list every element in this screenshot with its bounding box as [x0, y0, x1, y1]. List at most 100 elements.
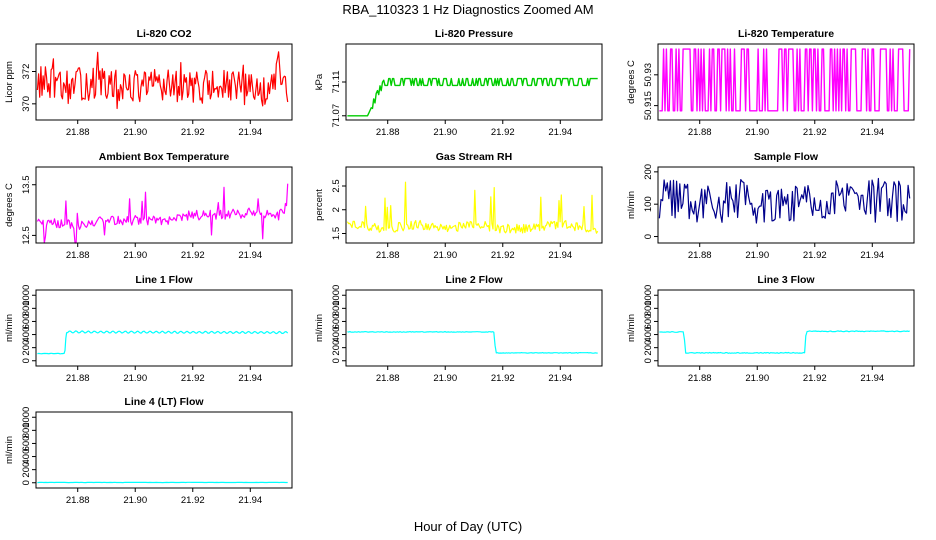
x-tick-label: 21.94 [238, 127, 262, 138]
series-line [346, 181, 599, 234]
panel-7: Line 1 Flow 21.88 21.90 21.92 21.94 0 20040060… [4, 274, 293, 384]
panel-10: Line 4 (LT) Flow 21.88 21.90 21.92 21.94 0 200… [4, 396, 293, 506]
x-tick-label: 21.88 [376, 127, 400, 138]
y-tick-label: 71.11 [331, 70, 342, 93]
y-axis-label: ml/min [4, 436, 15, 464]
plot-frame [345, 289, 603, 367]
x-tick-label: 21.92 [803, 373, 827, 384]
y-tick-label: 400 [643, 327, 654, 343]
plot-frame [35, 411, 293, 489]
x-axis-label: Hour of Day (UTC) [414, 519, 522, 534]
x-tick-label: 21.92 [491, 250, 515, 261]
series-line [347, 77, 598, 117]
y-tick-label: 200 [643, 164, 654, 180]
plot-frame [657, 43, 915, 121]
y-axis-label: Licor ppm [4, 61, 15, 103]
x-tick-label: 21.88 [688, 127, 712, 138]
x-tick-label: 21.94 [238, 495, 262, 506]
x-tick-label: 21.90 [123, 127, 147, 138]
x-tick-label: 21.94 [238, 250, 262, 261]
y-tick-label: 1000 [21, 407, 32, 428]
panel-8: Line 2 Flow 21.88 21.90 21.92 21.94 0 20040060… [314, 274, 603, 384]
y-tick-label: 200 [331, 340, 342, 356]
panel-1: Li-820 CO2 21.88 21.90 21.92 21.94 370 372 Lico… [4, 28, 293, 138]
x-tick-label: 21.94 [860, 250, 884, 261]
series-line [36, 183, 289, 244]
x-tick-label: 21.92 [181, 250, 205, 261]
y-tick-label: 1000 [21, 285, 32, 306]
plot-frame [35, 166, 293, 244]
x-tick-label: 21.94 [860, 373, 884, 384]
plot-frame [35, 289, 293, 367]
y-tick-label: 600 [331, 314, 342, 330]
y-tick-label: 50.93 [643, 63, 654, 87]
x-tick-label: 21.92 [803, 250, 827, 261]
x-tick-label: 21.88 [66, 373, 90, 384]
y-tick-label: 372 [21, 64, 32, 80]
x-tick-label: 21.88 [66, 127, 90, 138]
x-tick-label: 21.88 [376, 373, 400, 384]
x-tick-label: 21.92 [491, 373, 515, 384]
x-tick-label: 21.92 [181, 373, 205, 384]
plot-frame [345, 166, 603, 244]
x-tick-label: 21.90 [123, 373, 147, 384]
panel-title: Sample Flow [754, 151, 819, 163]
y-tick-label: 400 [331, 327, 342, 343]
x-tick-label: 21.90 [745, 127, 769, 138]
y-tick-label: 800 [21, 422, 32, 438]
y-tick-label: 0 [21, 480, 32, 485]
y-tick-label: 200 [21, 462, 32, 478]
x-tick-label: 21.92 [803, 127, 827, 138]
y-tick-label: 400 [21, 327, 32, 343]
x-tick-label: 21.88 [688, 373, 712, 384]
x-tick-label: 21.92 [491, 127, 515, 138]
plot-frame [657, 166, 915, 244]
panel-4: Ambient Box Temperature 21.88 21.90 21.92 21… [4, 151, 293, 261]
x-tick-label: 21.90 [433, 250, 457, 261]
y-tick-label: 400 [21, 449, 32, 465]
y-tick-label: 0 [331, 358, 342, 363]
y-tick-label: 2.5 [331, 179, 342, 192]
x-tick-label: 21.94 [548, 127, 572, 138]
y-axis-label: degrees C [4, 183, 15, 227]
x-tick-label: 21.94 [238, 373, 262, 384]
panel-title: Li-820 CO2 [137, 28, 192, 40]
x-tick-label: 21.90 [123, 495, 147, 506]
panel-title: Ambient Box Temperature [99, 151, 230, 163]
panel-2: Li-820 Pressure 21.88 21.90 21.92 21.94 71.07… [314, 28, 603, 138]
x-tick-label: 21.92 [181, 495, 205, 506]
y-axis-label: ml/min [314, 314, 325, 342]
y-tick-label: 600 [21, 436, 32, 452]
y-axis-label: ml/min [626, 191, 637, 219]
y-tick-label: 0 [643, 234, 654, 239]
y-tick-label: 800 [643, 300, 654, 316]
y-tick-label: 600 [21, 314, 32, 330]
panel-9: Line 3 Flow 21.88 21.90 21.92 21.94 0 20040060… [626, 274, 915, 384]
x-tick-label: 21.94 [548, 250, 572, 261]
y-tick-label: 600 [643, 314, 654, 330]
panel-title: Line 3 Flow [757, 274, 815, 286]
panel-3: Li-820 Temperature 21.88 21.90 21.92 21.94 50… [626, 28, 915, 138]
panel-6: Sample Flow 21.88 21.90 21.92 21.94 0 100 200 ml… [626, 151, 915, 261]
series-line [658, 177, 911, 224]
y-tick-label: 12.5 [21, 226, 32, 245]
series-line [659, 48, 911, 112]
y-tick-label: 1000 [331, 285, 342, 306]
x-tick-label: 21.88 [66, 495, 90, 506]
y-tick-label: 71.07 [331, 104, 342, 128]
y-axis-label: degrees C [626, 60, 637, 104]
panel-title: Line 4 (LT) Flow [124, 396, 204, 408]
y-tick-label: 1.5 [331, 227, 342, 240]
y-tick-label: 200 [21, 340, 32, 356]
plot-frame [657, 289, 915, 367]
y-axis-label: kPa [314, 73, 325, 90]
x-tick-label: 21.88 [66, 250, 90, 261]
y-tick-label: 50.915 [643, 91, 654, 120]
y-tick-label: 0 [643, 358, 654, 363]
x-tick-label: 21.94 [860, 127, 884, 138]
x-tick-label: 21.90 [745, 250, 769, 261]
x-tick-label: 21.90 [745, 373, 769, 384]
y-tick-label: 0 [21, 358, 32, 363]
x-tick-label: 21.90 [433, 373, 457, 384]
